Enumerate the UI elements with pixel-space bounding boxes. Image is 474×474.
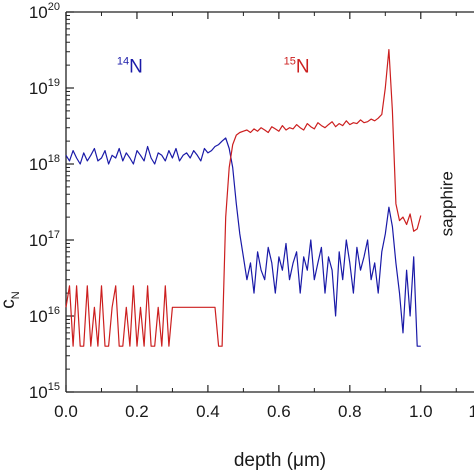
plot-frame-group: [65, 11, 474, 393]
x-tick-label: 0.0: [54, 402, 78, 421]
ticks-group: [65, 11, 457, 393]
series-line-14N: [65, 137, 421, 347]
annotation-sapphire: sapphire: [438, 171, 457, 236]
y-tick-label: 1018: [29, 153, 60, 174]
y-tick-label: 1015: [29, 381, 60, 402]
series-line-15N: [65, 49, 422, 347]
x-tick-label: 0.6: [267, 402, 291, 421]
x-axis-title: depth (μm): [234, 450, 326, 471]
y-tick-label: 1016: [29, 305, 60, 326]
x-tick-label: 0.4: [196, 402, 220, 421]
x-tick-label: 0.2: [125, 402, 149, 421]
y-tick-label: 1020: [29, 1, 60, 22]
series-group: [65, 49, 422, 347]
x-tick-label: 0.8: [338, 402, 362, 421]
y-axis-title: cN: [0, 291, 22, 309]
series-label-15N: 15N: [284, 55, 310, 77]
x-tick-label: 1.0: [409, 402, 433, 421]
series-label-14N: 14N: [117, 55, 143, 77]
x-tick-label-partial: 1: [469, 402, 474, 421]
y-tick-label: 1019: [29, 77, 60, 98]
y-tick-label: 1017: [29, 229, 60, 250]
